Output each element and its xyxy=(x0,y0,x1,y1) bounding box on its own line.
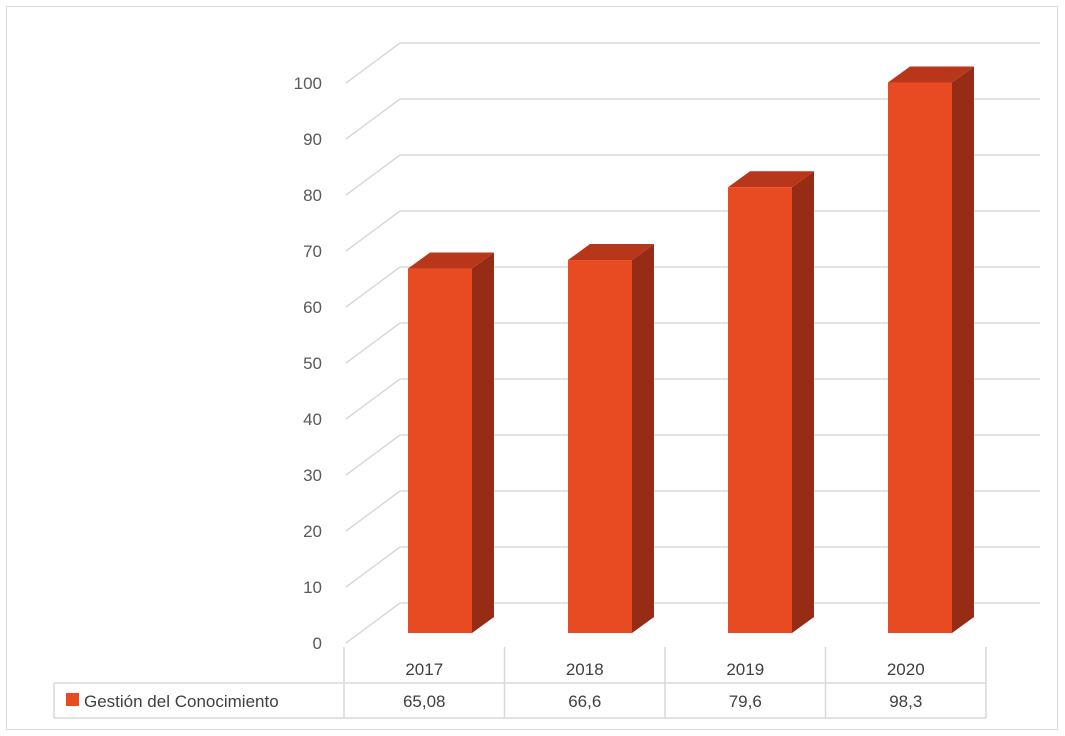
bar-side-2017 xyxy=(472,252,494,633)
bar-top-2019 xyxy=(728,171,814,188)
bar-top-2020 xyxy=(888,66,974,83)
y-tick-label-90: 90 xyxy=(303,130,322,149)
bar-side-2020 xyxy=(952,66,974,633)
y-axis: 0 10 20 30 40 50 60 70 80 90 100 xyxy=(294,74,322,653)
x-tick-label-2019: 2019 xyxy=(726,660,764,679)
bars xyxy=(408,66,974,634)
y-tick-label-50: 50 xyxy=(303,354,322,373)
x-tick-label-2020: 2020 xyxy=(887,660,925,679)
legend-entry: Gestión del Conocimiento xyxy=(84,692,279,711)
x-tick-label-2017: 2017 xyxy=(405,660,443,679)
bar-2017 xyxy=(408,252,494,633)
y-tick-label-40: 40 xyxy=(303,410,322,429)
chart-area xyxy=(6,6,1058,730)
gridline-0 xyxy=(345,602,1040,644)
gridline-70 xyxy=(345,210,1040,252)
bar-2018 xyxy=(568,244,654,634)
y-tick-label-30: 30 xyxy=(303,466,322,485)
x-tick-label-2018: 2018 xyxy=(566,660,604,679)
bar-side-2018 xyxy=(632,244,654,634)
bar-front-2018 xyxy=(568,260,632,633)
bar-front-2019 xyxy=(728,187,792,634)
y-tick-label-70: 70 xyxy=(303,242,322,261)
gridlines xyxy=(345,42,1040,644)
bar-front-2020 xyxy=(888,82,952,633)
gridline-100 xyxy=(345,42,1040,84)
data-label-2017: 65,08 xyxy=(403,692,446,711)
y-tick-label-0: 0 xyxy=(313,634,322,653)
bar-top-2017 xyxy=(408,252,494,269)
y-tick-label-60: 60 xyxy=(303,298,322,317)
y-tick-label-20: 20 xyxy=(303,522,322,541)
bar-top-2018 xyxy=(568,244,654,261)
legend-swatch xyxy=(66,693,79,706)
y-tick-label-10: 10 xyxy=(303,578,322,597)
data-label-2019: 79,6 xyxy=(729,692,762,711)
data-label-2020: 98,3 xyxy=(889,692,922,711)
bar-2020 xyxy=(888,66,974,633)
y-tick-label-100: 100 xyxy=(294,74,322,93)
gridline-40 xyxy=(345,378,1040,420)
bar-front-2017 xyxy=(408,268,472,633)
data-table: 2017 65,08 2018 66,6 2019 79,6 2020 98,3 Gestión… xyxy=(53,647,987,719)
gridline-50 xyxy=(345,322,1040,364)
gridline-80 xyxy=(345,154,1040,196)
gridline-90 xyxy=(345,98,1040,140)
gridline-10 xyxy=(345,546,1040,588)
bar-2019 xyxy=(728,171,814,634)
y-tick-label-80: 80 xyxy=(303,186,322,205)
bar-side-2019 xyxy=(792,171,814,634)
gridline-60 xyxy=(345,266,1040,308)
gridline-20 xyxy=(345,490,1040,532)
data-label-2018: 66,6 xyxy=(568,692,601,711)
gridline-30 xyxy=(345,434,1040,476)
